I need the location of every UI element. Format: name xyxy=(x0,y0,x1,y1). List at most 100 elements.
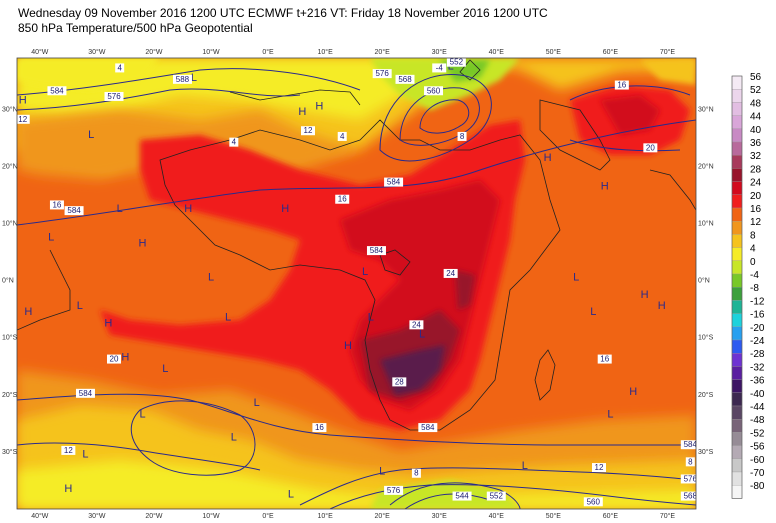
lat-tick-label: 30°N xyxy=(698,105,714,113)
contour-label: 576 xyxy=(107,92,121,101)
contour-label: 24 xyxy=(446,269,455,278)
contour-label-bg xyxy=(115,63,125,73)
contour-label-bg xyxy=(411,468,421,478)
contour-label: 560 xyxy=(427,86,441,95)
contour-label-bg xyxy=(75,388,95,398)
contour-label: 12 xyxy=(595,463,604,472)
legend-swatch xyxy=(731,75,743,90)
legend-swatch xyxy=(731,168,743,182)
contour-label: 568 xyxy=(684,492,698,501)
lat-tick-label: 10°N xyxy=(2,220,18,228)
contour-label: 584 xyxy=(67,206,81,215)
contour-label: 8 xyxy=(688,457,693,466)
contour-label: 552 xyxy=(450,58,464,67)
lon-ticks-top: 40°W 30°W 20°W 10°W 0°E 10°E 20°E 30°E 40°E 50°E 6… xyxy=(31,48,675,56)
contour-label-bg xyxy=(301,126,315,136)
contour-label: 16 xyxy=(52,200,61,209)
lat-tick-label: 10°S xyxy=(698,334,714,342)
contour-label-bg xyxy=(17,114,30,124)
lon-tick-label: 40°E xyxy=(489,48,505,56)
lat-tick-label: 30°S xyxy=(698,448,714,456)
high-pressure-label: H xyxy=(19,95,27,107)
legend-swatch xyxy=(731,471,743,486)
contour-labels: 584 576 588 576 568 560 552 -4 16 12 12 4 4 8 4 20 16 584… xyxy=(17,58,698,507)
lat-tick-label: 10°S xyxy=(2,334,18,342)
high-pressure-label: H xyxy=(658,300,666,312)
lon-tick-label: 0°E xyxy=(262,512,274,520)
lon-tick-label: 70°E xyxy=(660,48,676,56)
contour-label-bg xyxy=(335,194,350,204)
legend-swatch xyxy=(731,115,743,129)
contour-label-bg xyxy=(597,354,612,364)
contour-label: -4 xyxy=(436,63,444,72)
contour-label-bg xyxy=(61,445,76,455)
low-pressure-label: L xyxy=(368,312,374,324)
lon-tick-label: 60°E xyxy=(603,48,619,56)
low-pressure-label: L xyxy=(208,272,214,284)
legend-swatch xyxy=(731,234,743,248)
legend-label: -8 xyxy=(750,283,759,294)
legend-swatch xyxy=(731,405,743,420)
contour-label-bg xyxy=(452,491,472,501)
high-pressure-label: H xyxy=(641,289,649,301)
low-pressure-label: L xyxy=(522,460,528,472)
legend-swatch xyxy=(731,207,743,222)
legend-label: 32 xyxy=(750,151,762,162)
legend-swatch xyxy=(731,221,743,235)
legend-swatch xyxy=(731,326,743,341)
high-pressure-label: H xyxy=(24,306,32,318)
legend-label: 4 xyxy=(750,244,756,255)
lon-tick-label: 40°W xyxy=(31,512,49,520)
legend-swatch xyxy=(731,287,743,301)
legend-label: -56 xyxy=(750,442,765,453)
legend-swatch xyxy=(731,419,743,433)
legend-label: -16 xyxy=(750,310,765,321)
lon-tick-label: 50°E xyxy=(546,48,562,56)
legend-swatch xyxy=(731,445,743,459)
contour-label-bg xyxy=(680,474,696,484)
legend-label: -4 xyxy=(750,270,759,281)
legend-swatch xyxy=(731,181,743,195)
geopotential-contours xyxy=(17,68,696,509)
legend-label: -52 xyxy=(750,428,765,439)
contour-label: 16 xyxy=(617,81,626,90)
legend-swatch xyxy=(731,485,743,499)
legend-label: 36 xyxy=(750,138,762,149)
legend-swatch xyxy=(731,339,743,354)
contour-label: 584 xyxy=(50,86,64,95)
legend-label: 40 xyxy=(750,125,762,136)
contour-label: 588 xyxy=(176,75,190,84)
high-pressure-label: H xyxy=(315,100,323,112)
legend-label: -32 xyxy=(750,362,765,373)
temperature-field xyxy=(17,58,696,509)
lat-ticks-left: 30°N 20°N 10°N 0°N 10°S 20°S 30°S xyxy=(2,105,18,456)
contour-label-bg xyxy=(395,74,415,84)
legend-label: 24 xyxy=(750,178,762,189)
contour-label-bg xyxy=(680,491,696,501)
legend-label: -24 xyxy=(750,336,765,347)
legend-swatch xyxy=(731,353,743,367)
contour-label: 20 xyxy=(110,355,119,364)
low-pressure-label: L xyxy=(288,489,294,501)
contour-label: 20 xyxy=(646,143,655,152)
legend-label: -28 xyxy=(750,349,765,360)
lon-ticks-bottom: 40°W 30°W 20°W 10°W 0°E 10°E 20°E 30°E 40°E 50°E 6… xyxy=(31,512,675,520)
lon-tick-label: 20°E xyxy=(375,512,391,520)
color-legend: 565248444036322824201612840-4-8-12-16-20… xyxy=(731,72,765,499)
legend-label: -70 xyxy=(750,468,765,479)
contour-label-bg xyxy=(432,63,447,73)
lon-tick-label: 0°E xyxy=(262,48,274,56)
contour-label-bg xyxy=(486,491,506,501)
low-pressure-label: L xyxy=(139,409,145,421)
low-pressure-label: L xyxy=(88,129,94,141)
high-pressure-label: H xyxy=(121,352,129,364)
lon-tick-label: 60°E xyxy=(603,512,619,520)
contour-label: 584 xyxy=(421,423,435,432)
contour-label-bg xyxy=(392,377,407,387)
low-pressure-label: L xyxy=(590,306,596,318)
low-pressure-label: L xyxy=(77,300,83,312)
low-pressure-label: L xyxy=(231,431,237,443)
pressure-centers: LHLHHLHHLHHLHLLLHHHLHLLLLHHLLLLHLLLLLH xyxy=(19,60,666,500)
lon-tick-label: 30°E xyxy=(432,512,448,520)
